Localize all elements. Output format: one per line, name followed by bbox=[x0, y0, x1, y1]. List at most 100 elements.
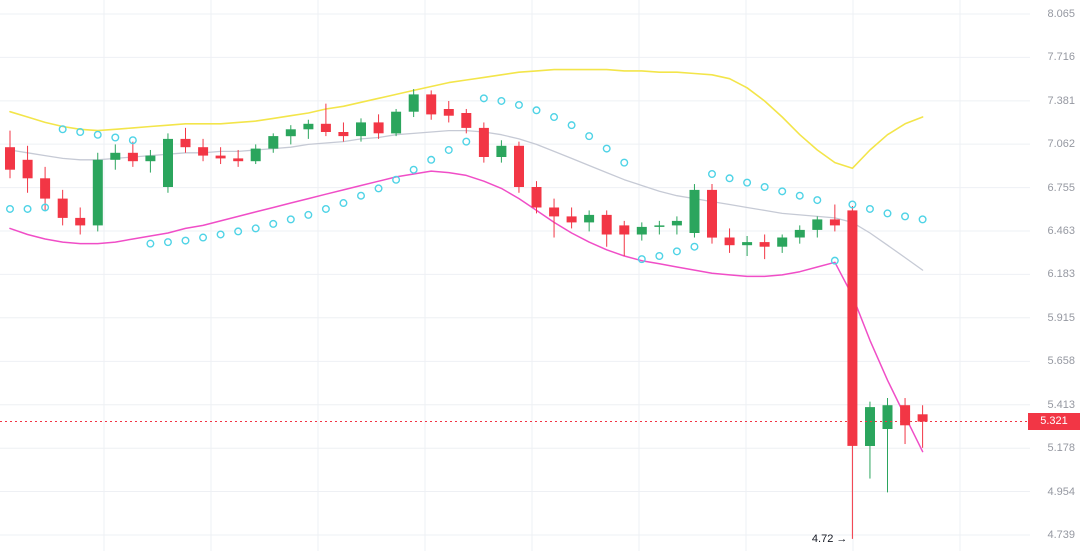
sar-dot bbox=[830, 256, 839, 265]
current-price-tag: 5.321 bbox=[1028, 412, 1080, 430]
grid bbox=[0, 0, 1030, 551]
candle-body bbox=[356, 122, 366, 137]
candle-body bbox=[636, 226, 647, 235]
candle-body bbox=[654, 225, 665, 227]
candle-body bbox=[75, 217, 86, 226]
sar-dot bbox=[532, 106, 541, 115]
sar-dot bbox=[76, 127, 85, 136]
candle-body bbox=[759, 242, 770, 247]
candle-body bbox=[671, 220, 682, 226]
candle-body bbox=[303, 123, 314, 130]
price-tick-label: 8.065 bbox=[1047, 8, 1075, 20]
candle-body bbox=[92, 159, 103, 226]
sar-dot bbox=[128, 136, 137, 145]
candle-body bbox=[900, 405, 911, 426]
candle-body bbox=[742, 242, 753, 246]
candle-body bbox=[443, 109, 454, 116]
price-tick-label: 5.178 bbox=[1047, 442, 1075, 455]
sar-dot bbox=[41, 203, 50, 212]
candles-series bbox=[5, 89, 928, 539]
candle-body bbox=[22, 159, 33, 179]
candle-body bbox=[57, 198, 68, 218]
candle-body bbox=[566, 216, 577, 223]
gray-band-line bbox=[9, 129, 924, 271]
candle-body bbox=[180, 138, 191, 148]
candle-body bbox=[794, 229, 805, 238]
candle-body bbox=[917, 414, 928, 422]
candle-body bbox=[426, 94, 437, 115]
price-tick-label: 7.716 bbox=[1047, 51, 1075, 64]
sar-dot bbox=[286, 215, 295, 224]
candle-body bbox=[198, 147, 209, 156]
sar-dot bbox=[637, 255, 646, 264]
candle-body bbox=[584, 214, 595, 223]
candle-body bbox=[829, 219, 840, 226]
sar-dot bbox=[23, 204, 32, 213]
candle-body bbox=[110, 152, 121, 160]
sar-dot bbox=[409, 165, 418, 174]
candle-body bbox=[40, 178, 51, 199]
price-tick-label: 7.381 bbox=[1047, 94, 1075, 107]
sar-dot bbox=[93, 130, 102, 139]
sar-dot bbox=[795, 191, 804, 200]
sar-dot bbox=[462, 137, 471, 146]
sar-dot bbox=[357, 191, 366, 200]
candle-body bbox=[724, 237, 735, 246]
sar-dot bbox=[427, 155, 436, 164]
price-tick-label: 6.183 bbox=[1047, 268, 1075, 281]
candle-body bbox=[478, 127, 489, 157]
candle-body bbox=[285, 129, 296, 137]
yellow-band-line bbox=[9, 68, 924, 170]
sar-dot bbox=[392, 175, 401, 184]
candle-body bbox=[215, 155, 226, 159]
candle-body bbox=[531, 187, 542, 208]
sar-dot bbox=[550, 113, 559, 122]
sar-dot bbox=[690, 242, 699, 251]
sar-dot bbox=[321, 204, 330, 213]
candle-body bbox=[233, 158, 244, 162]
sar-dot bbox=[883, 209, 892, 218]
price-tick-label: 7.062 bbox=[1047, 138, 1075, 151]
sar-dot bbox=[146, 239, 155, 248]
candle-body bbox=[320, 123, 331, 132]
candle-body bbox=[847, 210, 858, 446]
sar-dot bbox=[251, 224, 260, 233]
candle-body bbox=[496, 145, 507, 157]
price-tick-label: 5.413 bbox=[1047, 398, 1075, 411]
sar-dot bbox=[216, 230, 225, 239]
sar-dot bbox=[111, 133, 120, 142]
sar-dot bbox=[5, 204, 14, 213]
sar-dot bbox=[497, 96, 506, 105]
sar-dot bbox=[708, 169, 717, 178]
candle-body bbox=[5, 147, 15, 170]
candle-body bbox=[514, 145, 524, 187]
sar-dot bbox=[339, 199, 348, 208]
sar-dot bbox=[865, 204, 874, 213]
sar-dot bbox=[234, 227, 243, 236]
candle-body bbox=[163, 138, 173, 187]
candle-body bbox=[127, 152, 138, 162]
candle-body bbox=[689, 189, 700, 233]
sar-dots bbox=[5, 94, 927, 265]
price-axis[interactable]: 8.065 7.716 7.381 7.062 6.755 6.463 6.183 5.915… bbox=[1030, 0, 1080, 551]
sar-dot bbox=[374, 184, 383, 193]
candle-body bbox=[145, 155, 156, 162]
pink-band-line bbox=[9, 170, 924, 453]
sar-dot bbox=[620, 158, 629, 167]
candle-body bbox=[250, 148, 261, 162]
sar-dot bbox=[304, 210, 313, 219]
sar-dot bbox=[672, 247, 681, 256]
sar-dot bbox=[567, 121, 576, 130]
sar-dot bbox=[778, 187, 787, 196]
price-annotation: 4.72 → bbox=[811, 532, 848, 545]
sar-dot bbox=[813, 196, 822, 205]
candle-body bbox=[812, 219, 823, 230]
candle-body bbox=[619, 225, 630, 235]
sar-dot bbox=[269, 219, 278, 228]
sar-dot bbox=[725, 174, 734, 183]
sar-dot bbox=[585, 132, 594, 141]
sar-dot bbox=[58, 125, 67, 134]
price-tick-label: 6.463 bbox=[1047, 224, 1075, 237]
